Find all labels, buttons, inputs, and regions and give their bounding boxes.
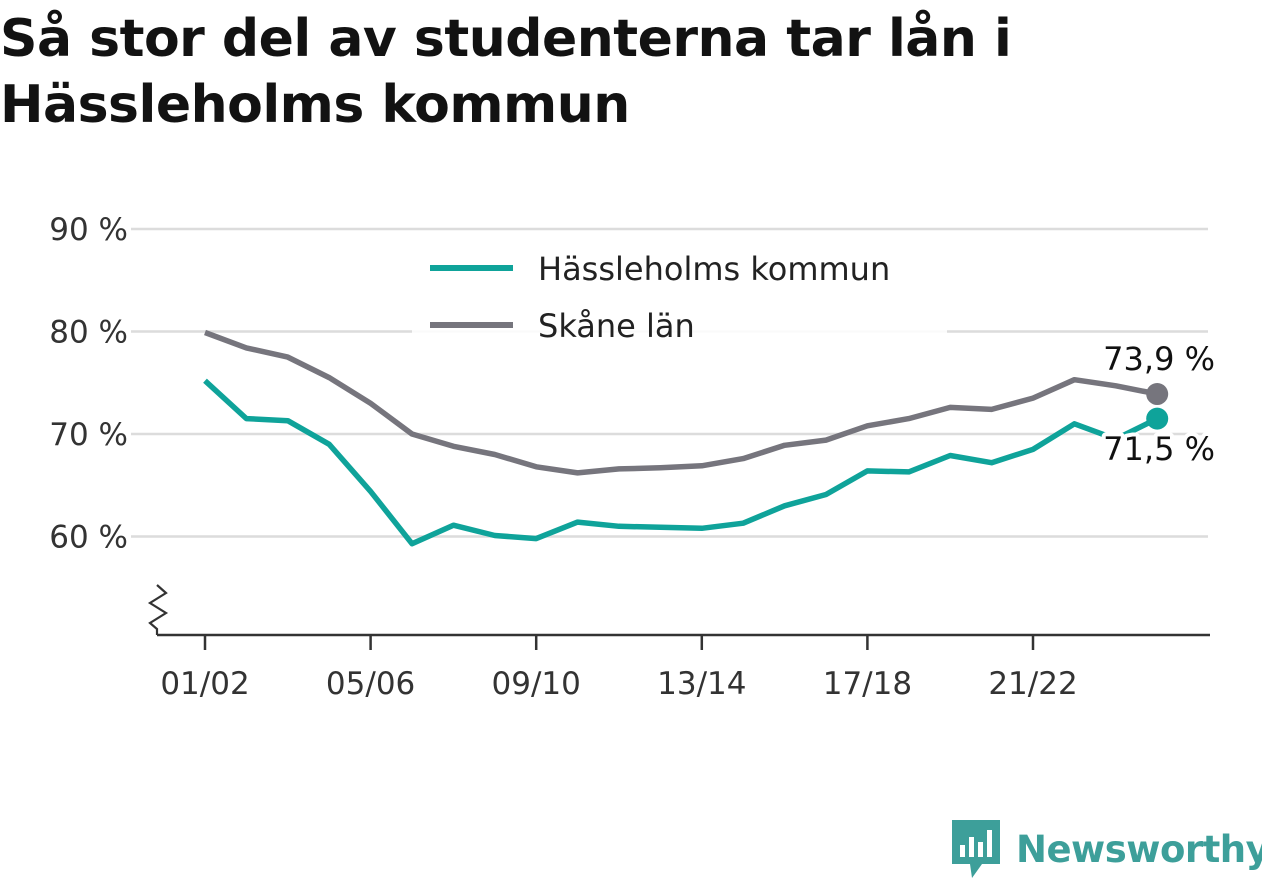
series-line-0 xyxy=(203,378,1159,547)
end-value-label-1: 73,9 % xyxy=(1103,340,1215,378)
newsworthy-logo-icon xyxy=(952,820,1000,878)
x-axis xyxy=(147,584,1210,650)
x-tick-label: 05/06 xyxy=(326,666,415,702)
y-tick-label: 70 % xyxy=(49,417,128,453)
x-tick-label: 17/18 xyxy=(823,666,912,702)
x-tick-label: 01/02 xyxy=(160,666,249,702)
y-tick-label: 80 % xyxy=(49,315,128,351)
brand: Newsworthy xyxy=(950,818,1262,880)
y-tick-labels: 90 % 80 % 70 % 60 % xyxy=(49,212,128,556)
series-lines xyxy=(203,329,1159,547)
y-tick-label: 90 % xyxy=(49,212,128,248)
chart-title: Så stor del av studenterna tar lån i Häs… xyxy=(0,9,1012,135)
legend-background xyxy=(412,236,947,354)
series-line-1 xyxy=(204,329,1158,476)
x-tick-label: 09/10 xyxy=(492,666,581,702)
legend-label-0: Hässleholms kommun xyxy=(538,250,890,288)
axis-break-icon xyxy=(147,584,169,635)
end-marker-0 xyxy=(1146,407,1169,430)
gridlines xyxy=(131,227,1208,538)
legend-label-1: Skåne län xyxy=(538,307,695,345)
x-tick-labels: 01/02 05/06 09/10 13/14 17/18 21/22 xyxy=(160,666,1077,702)
x-tick-label: 13/14 xyxy=(657,666,746,702)
y-tick-label: 60 % xyxy=(49,520,128,556)
end-markers: 73,9 % 71,5 % xyxy=(1099,336,1219,472)
brand-name: Newsworthy xyxy=(1016,827,1262,871)
x-tick-label: 21/22 xyxy=(988,666,1077,702)
end-marker-1 xyxy=(1146,383,1169,406)
end-value-label-0: 71,5 % xyxy=(1103,430,1215,468)
legend: Hässleholms kommun Skåne län xyxy=(412,236,947,354)
